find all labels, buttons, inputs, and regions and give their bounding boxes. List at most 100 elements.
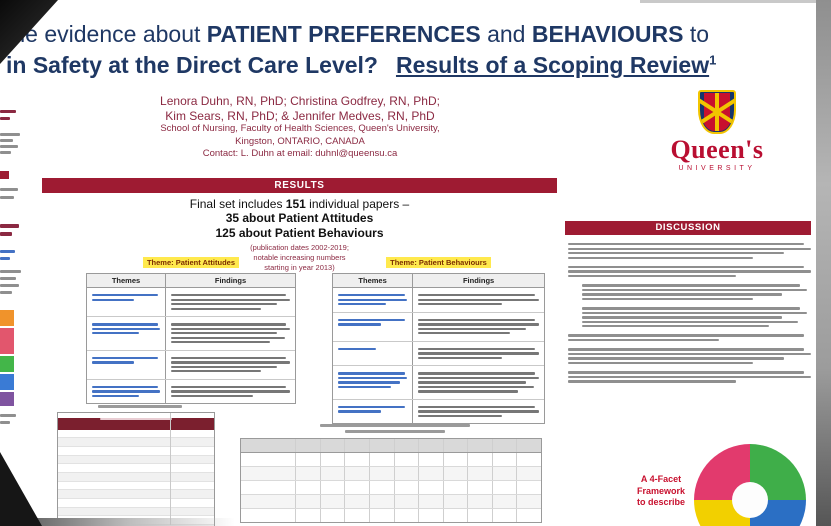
discussion-section-header: DISCUSSION [565, 221, 811, 235]
blur-line [92, 327, 161, 330]
blur-line [418, 372, 536, 375]
theme-cell-placeholder [333, 288, 414, 312]
edge-fragment [0, 414, 16, 417]
results-count-line: Final set includes 151 individual papers… [42, 197, 557, 211]
blur-line [418, 352, 539, 355]
blur-line [92, 385, 158, 389]
attitudes-table-header: Themes Findings [87, 274, 295, 288]
table-cell [517, 439, 541, 452]
column-header-themes: Themes [87, 274, 167, 287]
table-row [58, 447, 214, 456]
author-block: Lenora Duhn, RN, PhD; Christina Godfrey,… [30, 94, 570, 161]
table-cell [321, 439, 346, 452]
results-text: Final set includes [189, 197, 286, 211]
blur-line [568, 371, 804, 374]
blur-line [582, 288, 807, 292]
frequency-table-header [58, 417, 214, 430]
blur-line [568, 352, 811, 356]
table-cell [370, 495, 395, 508]
edge-fragment [0, 250, 15, 253]
findings-cell-placeholder [166, 317, 295, 350]
table-row [333, 288, 544, 313]
table-row [58, 430, 214, 439]
caption-placeholder [345, 430, 445, 433]
blur-line [418, 347, 536, 351]
paragraph-placeholder [582, 307, 807, 328]
theme-cell-placeholder [87, 317, 167, 350]
behaviours-table-title-row: Theme: Patient Behaviours [332, 252, 545, 270]
edge-fragment [0, 196, 14, 199]
edge-fragment [0, 145, 18, 148]
table-row [58, 438, 214, 447]
results-note-line: notable increasing numbers [253, 253, 346, 263]
blur-line [418, 327, 526, 330]
table-cell [444, 495, 469, 508]
blur-line [418, 294, 536, 297]
edge-fragment [0, 151, 11, 154]
blur-line [582, 325, 769, 328]
theme-cell-placeholder [333, 312, 414, 341]
queens-crest-icon [698, 90, 736, 134]
results-summary: Final set includes 151 individual papers… [42, 197, 557, 273]
blur-line [582, 293, 783, 296]
blur-line [418, 303, 502, 306]
table-cell [296, 509, 321, 522]
title-emphasis-behaviours: BEHAVIOURS [531, 21, 684, 47]
blur-line [92, 294, 158, 297]
table-cell [241, 439, 297, 452]
table-cell [296, 481, 321, 494]
table-row [241, 495, 541, 509]
blur-line [568, 357, 785, 360]
table-cell [493, 439, 518, 452]
blur-line [92, 394, 139, 398]
table-cell [444, 453, 469, 466]
table-cell [345, 495, 370, 508]
edge-fragment [0, 257, 10, 260]
table-row [58, 507, 214, 517]
edge-fragment [0, 284, 19, 287]
blur-line [92, 298, 135, 301]
blur-line [568, 252, 785, 255]
blur-line [338, 405, 406, 409]
blur-line [171, 390, 290, 393]
blur-line [171, 327, 290, 330]
table-cell [345, 439, 370, 452]
authors-line-2: Kim Sears, RN, PhD; & Jennifer Medves, R… [165, 108, 435, 123]
edge-fragment [0, 232, 12, 236]
blur-line [92, 323, 158, 326]
blur-line [338, 303, 386, 306]
table-cell [241, 509, 297, 522]
table-cell [493, 481, 518, 494]
cropped-figure-fragment [0, 392, 14, 406]
blur-line [338, 410, 381, 413]
column-header-findings: Findings [462, 276, 495, 285]
behaviours-table: Theme: Patient Behaviours Themes Finding… [332, 252, 545, 425]
blur-line [582, 316, 783, 319]
table-cell [370, 453, 395, 466]
table-cell [241, 481, 297, 494]
edge-fragment [0, 188, 18, 191]
edge-fragment [0, 277, 16, 280]
blur-line [418, 318, 536, 322]
table-row [333, 312, 544, 342]
blur-line [171, 365, 277, 368]
table-cell [517, 481, 541, 494]
findings-cell-placeholder [166, 351, 295, 379]
edge-fragment [0, 133, 20, 136]
edge-fragment [0, 117, 10, 120]
edge-fragment [0, 110, 16, 113]
results-text: individual papers – [305, 197, 410, 211]
blur-line [568, 256, 753, 259]
blur-line [338, 372, 406, 375]
table-row [241, 481, 541, 495]
table-cell [395, 439, 420, 452]
table-cell [321, 453, 346, 466]
poster-edge [0, 518, 235, 526]
table-cell [517, 509, 541, 522]
blur-line [568, 270, 811, 273]
behaviours-table-title: Theme: Patient Behaviours [386, 257, 491, 268]
results-section-header: RESULTS [42, 178, 557, 193]
blur-line [171, 298, 290, 301]
theme-cell-placeholder [333, 341, 414, 366]
edge-fragment [0, 421, 10, 424]
